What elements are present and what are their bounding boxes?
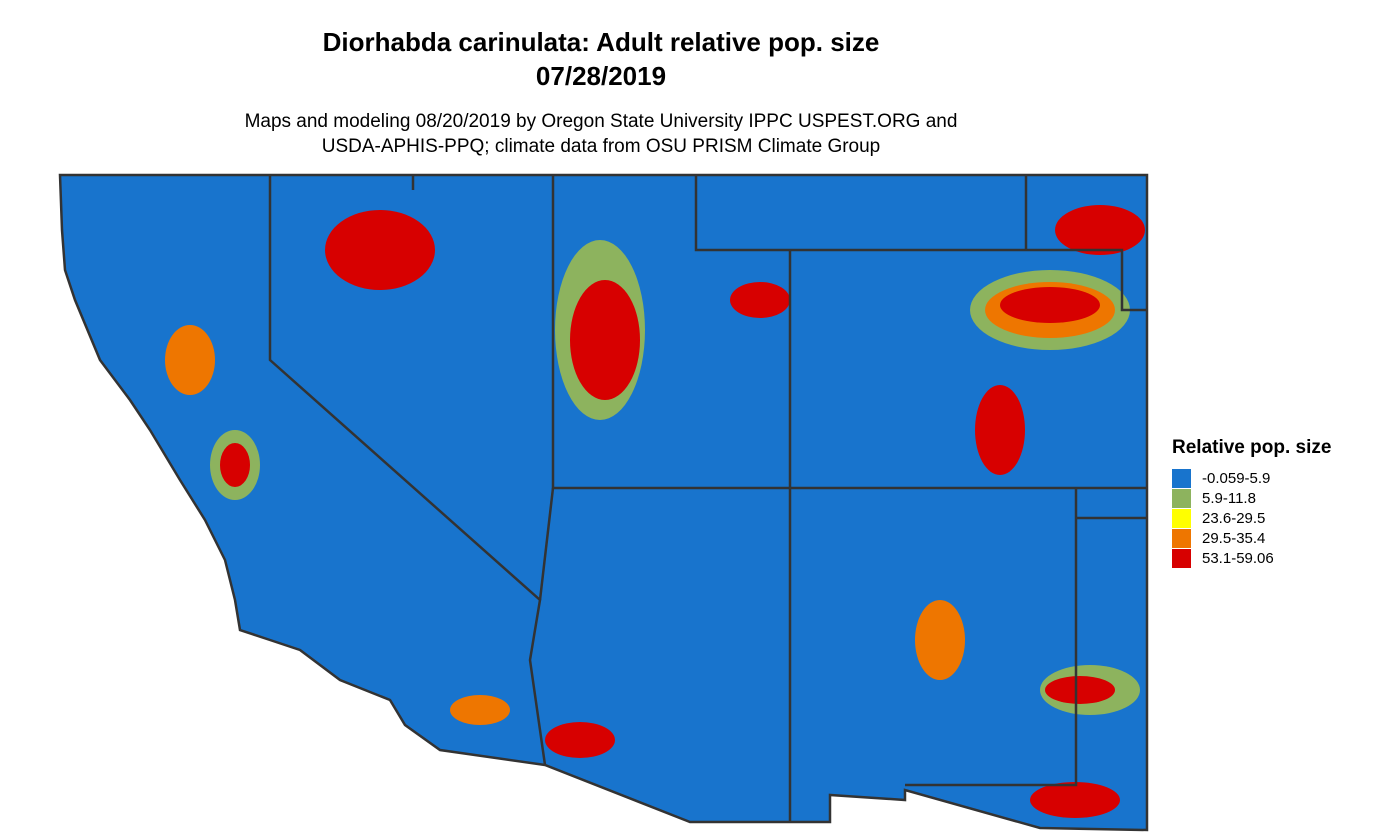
legend-swatch bbox=[1172, 529, 1191, 548]
legend-swatch bbox=[1172, 469, 1191, 488]
legend-label: 5.9-11.8 bbox=[1202, 490, 1256, 507]
legend-swatch bbox=[1172, 509, 1191, 528]
hotspots bbox=[165, 205, 1145, 818]
legend-label: 53.1-59.06 bbox=[1202, 550, 1274, 567]
legend-label: 29.5-35.4 bbox=[1202, 530, 1265, 547]
map bbox=[58, 173, 1149, 832]
legend-swatch bbox=[1172, 549, 1191, 568]
state-borders bbox=[58, 173, 1149, 832]
title: Diorhabda carinulata: Adult relative pop… bbox=[323, 27, 880, 57]
legend-label: 23.6-29.5 bbox=[1202, 510, 1265, 527]
legend-swatch bbox=[1172, 489, 1191, 508]
region bbox=[60, 175, 1147, 830]
title-date: 07/28/2019 bbox=[536, 61, 666, 91]
subtitle: USDA-APHIS-PPQ; climate data from OSU PR… bbox=[322, 136, 881, 157]
subtitle: Maps and modeling 08/20/2019 by Oregon S… bbox=[245, 111, 958, 132]
legend-title: Relative pop. size bbox=[1172, 437, 1331, 458]
legend: Relative pop. size -0.059-5.9 5.9-11.8 23.… bbox=[1172, 437, 1331, 568]
legend-label: -0.059-5.9 bbox=[1202, 470, 1270, 487]
